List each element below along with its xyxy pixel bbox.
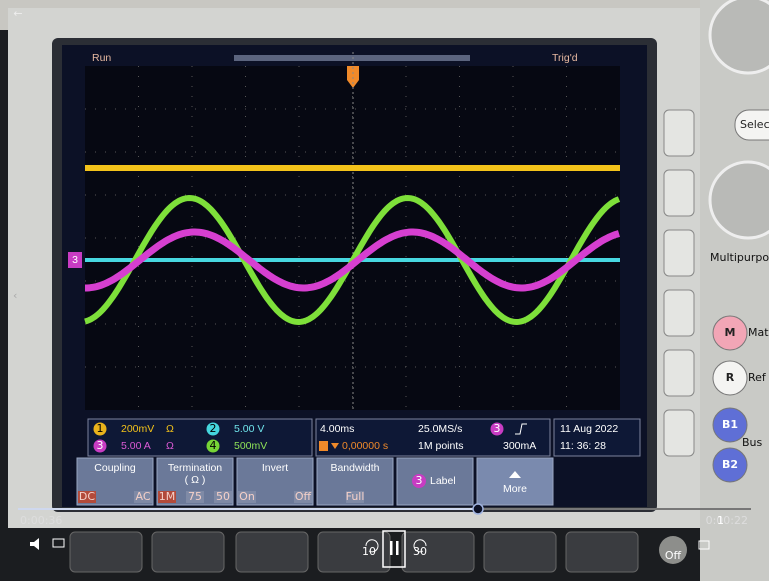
trigger-position: 0,00000 s [342, 440, 388, 452]
menu-label: Coupling [94, 462, 136, 474]
date: 11 Aug 2022 [560, 423, 618, 435]
ch4-number: 4 [210, 439, 217, 452]
panel-button-label: Math [748, 326, 769, 339]
run-status: Run [92, 52, 111, 64]
menu-label: Termination [168, 462, 222, 474]
video-frame: Run Trig'd 3 1 200mV Ω 2 5.00 V 3 5.00 A… [0, 0, 769, 581]
rewind-seconds: 10 [362, 545, 376, 558]
ch3-term: Ω [166, 440, 174, 452]
panel-button-key: R [726, 371, 735, 384]
bezel-button[interactable] [664, 110, 694, 156]
ch3-marker-label: 3 [72, 254, 78, 266]
page-number: 1 [717, 514, 724, 527]
menu-option: Full [346, 490, 365, 503]
menu-label: More [503, 483, 527, 495]
ch1-scale: 200mV [121, 423, 154, 435]
record-length: 1M points [418, 440, 464, 452]
ch4-scale: 500mV [234, 440, 267, 452]
pause-bar [390, 541, 393, 555]
menu-label: Label [430, 475, 456, 487]
panel-button-key: B1 [722, 418, 738, 431]
menu-option: On [239, 490, 255, 503]
menu-option: Off [295, 490, 312, 503]
bottom-bezel-button[interactable] [152, 532, 224, 572]
bezel-button[interactable] [664, 290, 694, 336]
trigger-pos-icon [319, 441, 328, 451]
panel-button-label: Ref [748, 371, 767, 384]
menu-off-label: Off [665, 549, 682, 562]
bottom-bezel-button[interactable] [70, 532, 142, 572]
panel-button-key: M [725, 326, 736, 339]
remaining-time: 0:00:22 [706, 514, 748, 527]
panel-button-label: Bus [742, 436, 763, 449]
menu-button[interactable] [477, 458, 553, 505]
ch1-term: Ω [166, 423, 174, 435]
bottom-bezel-button[interactable] [484, 532, 556, 572]
menu-option: 1M [159, 490, 176, 503]
forward-seconds: 30 [413, 545, 427, 558]
menu-label: Bandwidth [330, 462, 379, 474]
bezel-button[interactable] [664, 230, 694, 276]
ch2-scale: 5.00 V [234, 423, 264, 435]
bezel-button[interactable] [664, 350, 694, 396]
bottom-bezel-button[interactable] [236, 532, 308, 572]
bottom-bezel-button[interactable] [566, 532, 638, 572]
pause-bar [396, 541, 399, 555]
bezel-button[interactable] [664, 170, 694, 216]
menu-option: 75 [188, 490, 202, 503]
trigger-level: 300mA [503, 440, 536, 452]
menu-option: DC [79, 490, 95, 503]
front-panel [700, 0, 769, 581]
select-label: Select [740, 118, 769, 131]
prev-arrow[interactable]: ‹ [13, 289, 17, 302]
back-button[interactable]: ← [13, 7, 22, 20]
ch3-number: 3 [97, 439, 104, 452]
progress-thumb[interactable] [473, 504, 483, 514]
page: Run Trig'd 3 1 200mV Ω 2 5.00 V 3 5.00 A… [0, 0, 769, 581]
menu-badge-label: 3 [416, 474, 423, 487]
multipurpose-knob[interactable] [710, 162, 769, 238]
menu-option: 50 [216, 490, 230, 503]
menu-option: AC [135, 490, 150, 503]
sample-rate: 25.0MS/s [418, 423, 462, 435]
panel-button-key: B2 [722, 458, 738, 471]
ch3-scale: 5.00 A [121, 440, 151, 452]
time: 11: 36: 28 [560, 440, 606, 452]
ch1-number: 1 [97, 422, 104, 435]
menu-label: Invert [262, 462, 288, 474]
bezel-button[interactable] [664, 410, 694, 456]
timebase: 4.00ms [320, 423, 354, 435]
multipurpose-label: Multipurpose [710, 251, 769, 264]
bottom-buttons [70, 532, 638, 572]
bottom-bezel-button[interactable] [318, 532, 390, 572]
trigger-status: Trig'd [552, 52, 578, 64]
trigger-channel: 3 [494, 422, 501, 435]
elapsed-time: 0:00:36 [20, 514, 62, 527]
ch2-number: 2 [210, 422, 217, 435]
menu-sublabel: ( Ω ) [185, 474, 206, 486]
